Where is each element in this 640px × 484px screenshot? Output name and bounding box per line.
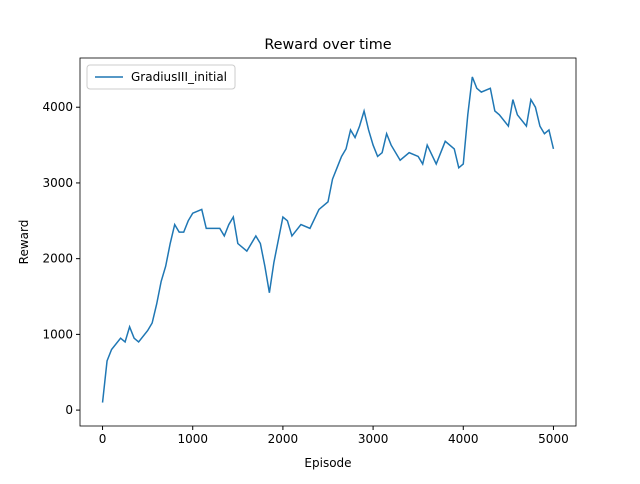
x-tick-label: 2000 <box>268 432 299 446</box>
x-tick-label: 5000 <box>538 432 569 446</box>
y-tick-label: 1000 <box>42 327 73 341</box>
plot-frame <box>79 57 577 427</box>
y-tick-label: 2000 <box>42 252 73 266</box>
y-tick-label: 4000 <box>42 100 73 114</box>
y-tick-label: 0 <box>65 403 73 417</box>
x-tick-label: 4000 <box>448 432 479 446</box>
legend-label: GradiusIII_initial <box>131 70 227 84</box>
chart-title: Reward over time <box>264 37 391 53</box>
y-axis-label: Reward <box>17 220 31 265</box>
x-tick-label: 0 <box>99 432 107 446</box>
x-tick-label: 1000 <box>177 432 208 446</box>
y-tick-label: 3000 <box>42 176 73 190</box>
data-line <box>101 76 555 403</box>
x-axis-label: Episode <box>304 456 351 470</box>
legend-box <box>86 64 236 90</box>
x-tick-label: 3000 <box>358 432 389 446</box>
